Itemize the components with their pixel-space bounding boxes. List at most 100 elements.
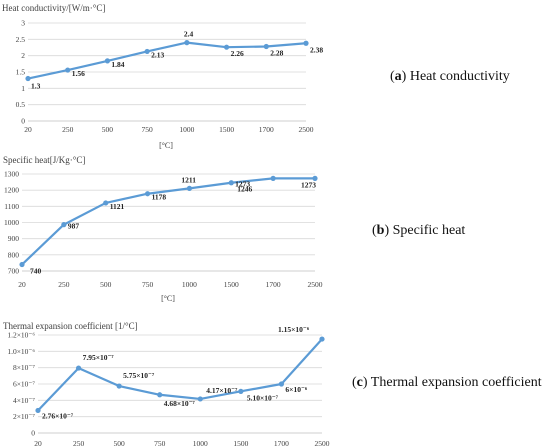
- panel-caption: (c) Thermal expansion coefficient: [352, 375, 542, 390]
- data-label: 2.76×10⁻⁷: [42, 411, 74, 420]
- x-tick-label: 1000: [179, 125, 194, 134]
- x-tick-label: 2500: [299, 125, 314, 134]
- y-tick-label: 2.5: [16, 35, 26, 44]
- data-label: 1211: [181, 175, 196, 184]
- y-tick-label: 1.0×10⁻⁶: [7, 347, 35, 356]
- y-tick-label: 1.5: [16, 68, 26, 77]
- y-tick-label: 0: [21, 117, 25, 126]
- x-tick-label: 250: [62, 125, 74, 134]
- data-point: [238, 388, 244, 394]
- x-tick-label: 2500: [315, 439, 330, 448]
- x-tick-label: 2500: [308, 280, 323, 289]
- y-tick-label: 700: [8, 267, 20, 276]
- y-tick-label: 1300: [4, 170, 19, 179]
- data-label: 5.75×10⁻⁷: [123, 371, 155, 380]
- data-point: [25, 75, 31, 82]
- y-tick-label: 1: [21, 84, 25, 93]
- y-tick-label: 8×10⁻⁷: [13, 363, 35, 372]
- y-tick-label: 800: [8, 250, 20, 259]
- x-tick-label: 500: [100, 280, 112, 289]
- data-point: [270, 175, 276, 181]
- data-label: 2.26: [231, 49, 244, 58]
- data-label: 1.3: [31, 82, 41, 91]
- data-point: [144, 191, 151, 197]
- panel-caption: (a) Heat conductivity: [390, 69, 510, 84]
- y-tick-label: 3: [21, 19, 25, 28]
- x-tick-label: 250: [58, 280, 70, 289]
- data-point: [157, 392, 163, 398]
- x-tick-label: 750: [154, 439, 166, 448]
- data-label: 2.38: [310, 45, 323, 54]
- data-label: 4.68×10⁻⁷: [164, 399, 196, 408]
- data-label: 1273: [235, 179, 250, 188]
- data-point: [75, 365, 82, 371]
- chart-title: Specific heat[J/Kg·°C]: [3, 155, 85, 165]
- data-point: [65, 67, 71, 73]
- x-tick-label: 20: [24, 125, 32, 134]
- data-label: 1.56: [72, 69, 85, 78]
- data-point: [319, 336, 325, 342]
- y-tick-label: 2: [21, 51, 25, 60]
- y-tick-label: 4×10⁻⁷: [13, 396, 35, 405]
- data-label: 1121: [110, 202, 125, 211]
- x-axis-label: [°C]: [159, 141, 173, 150]
- x-tick-label: 1000: [193, 439, 208, 448]
- data-label: 1.15×10⁻⁶: [278, 325, 310, 334]
- chart-2: Specific heat[J/Kg·°C] 700 800 900 1000 1100 1…: [3, 155, 323, 303]
- x-tick-label: 20: [18, 280, 26, 289]
- data-point: [104, 58, 111, 64]
- data-point: [184, 40, 190, 46]
- y-tick-label: 1.2×10⁻⁶: [7, 331, 35, 340]
- y-tick-label: 2×10⁻⁷: [13, 412, 35, 421]
- series-line: [27, 41, 307, 80]
- x-tick-label: 1500: [233, 439, 248, 448]
- series-line: [21, 177, 315, 266]
- x-tick-label: 750: [142, 280, 154, 289]
- data-label: 2.4: [184, 30, 194, 39]
- x-tick-label: 1000: [182, 280, 197, 289]
- x-tick-label: 250: [73, 439, 85, 448]
- data-point: [223, 44, 230, 50]
- data-label: 2.13: [151, 50, 164, 59]
- data-label: 2.28: [270, 49, 283, 58]
- data-point: [263, 43, 269, 50]
- data-label: 7.95×10⁻⁷: [83, 353, 115, 362]
- data-label: 4.17×10⁻⁷: [206, 386, 238, 395]
- y-tick-label: 900: [8, 234, 20, 243]
- x-axis-label: [°C]: [161, 294, 175, 303]
- data-point: [312, 175, 318, 181]
- data-label: 740: [30, 267, 42, 276]
- x-tick-label: 1500: [219, 125, 234, 134]
- data-point: [103, 200, 109, 206]
- y-tick-label: 6×10⁻⁷: [13, 380, 35, 389]
- data-label: 1273: [301, 180, 316, 189]
- chart-1: Heat conductivity/[W/m·°C] 0 0.5 1 1.5 2 2.5 3 2…: [2, 3, 323, 150]
- y-tick-label: 1200: [4, 186, 19, 195]
- data-point: [303, 40, 309, 46]
- data-point: [19, 261, 25, 268]
- data-label: 1178: [152, 193, 167, 202]
- chart-title: Heat conductivity/[W/m·°C]: [2, 3, 105, 13]
- y-tick-label: 0: [31, 429, 35, 438]
- data-point: [197, 396, 203, 402]
- x-tick-label: 500: [102, 125, 114, 134]
- x-tick-label: 1500: [224, 280, 239, 289]
- panel-caption: (b) Specific heat: [372, 223, 465, 238]
- data-point: [186, 185, 193, 191]
- x-tick-label: 20: [34, 439, 42, 448]
- series-line: [37, 338, 323, 412]
- data-label: 1.84: [111, 60, 124, 69]
- chart-3: Thermal expansion coefficient [1/°C] 0 2×1…: [3, 321, 330, 448]
- data-label: 6×10⁻⁶: [285, 385, 307, 394]
- y-tick-label: 1000: [4, 218, 19, 227]
- data-point: [228, 180, 234, 186]
- x-tick-label: 1700: [259, 125, 274, 134]
- data-label: 5.10×10⁻⁷: [247, 393, 279, 402]
- data-point: [144, 48, 150, 55]
- chart-title: Thermal expansion coefficient [1/°C]: [3, 321, 138, 331]
- data-point: [35, 407, 41, 414]
- x-tick-label: 1700: [274, 439, 289, 448]
- data-point: [61, 222, 67, 228]
- x-tick-label: 1700: [266, 280, 281, 289]
